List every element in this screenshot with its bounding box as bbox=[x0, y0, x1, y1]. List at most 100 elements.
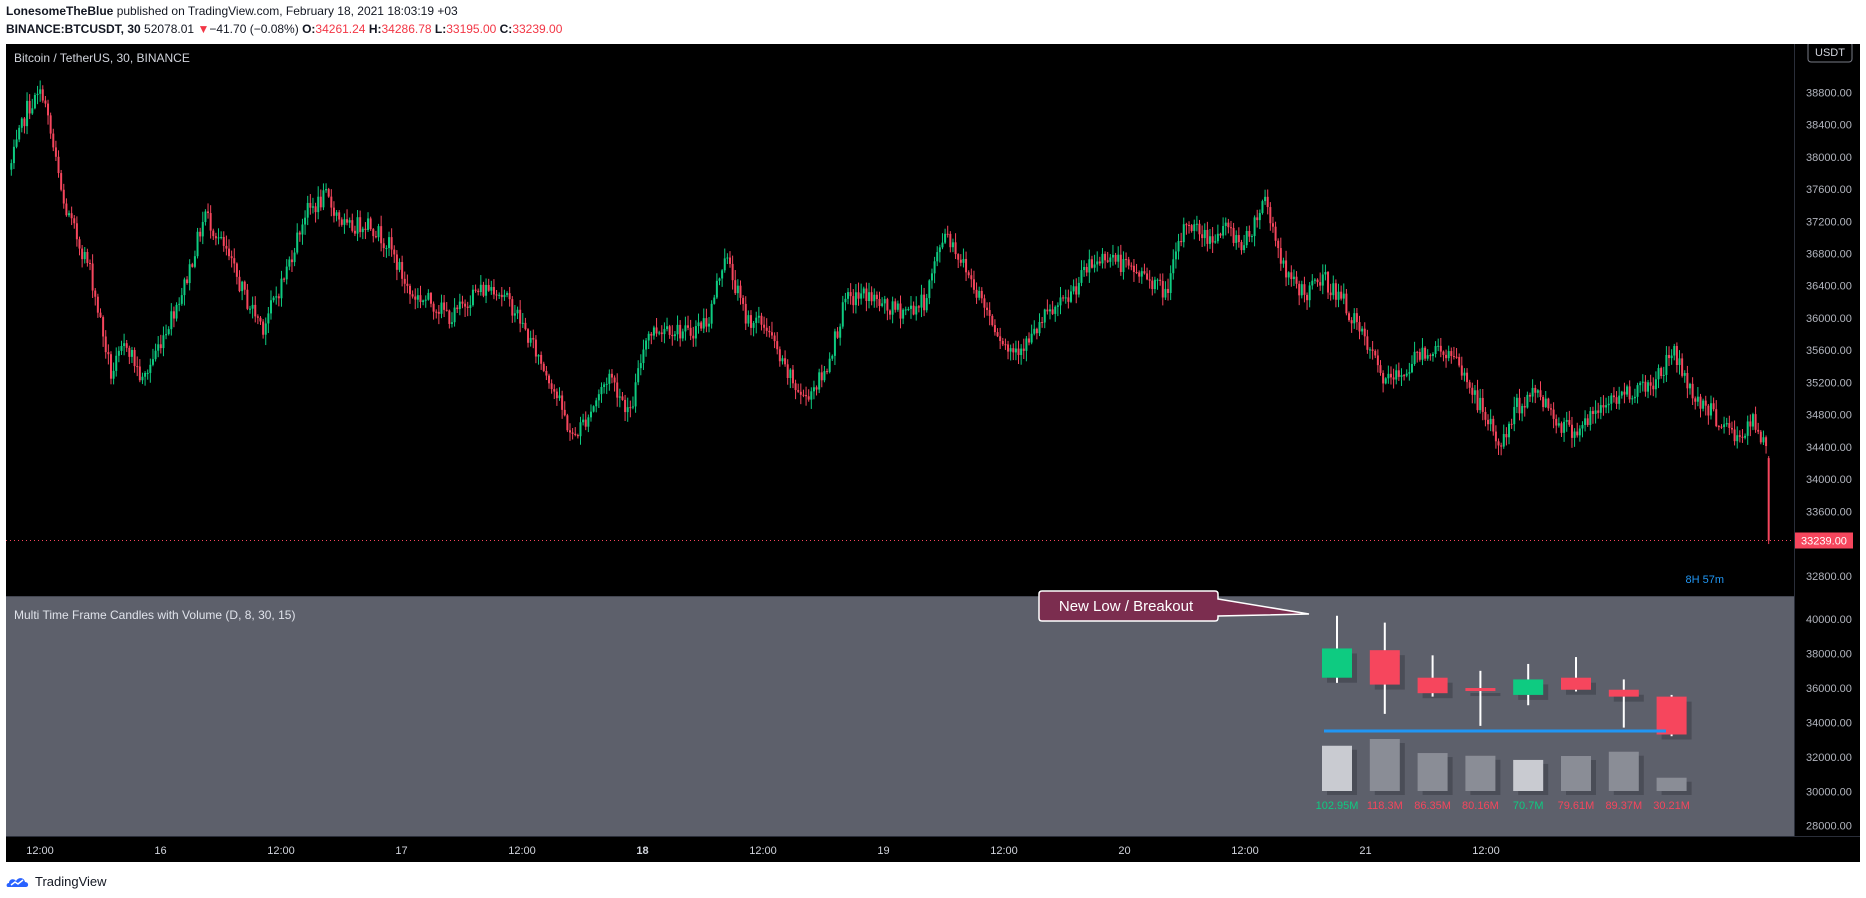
time-axis-bg[interactable] bbox=[6, 836, 1860, 862]
candle-body-up bbox=[1321, 274, 1324, 286]
candle-body-down bbox=[650, 333, 653, 336]
candle-body-up bbox=[1337, 291, 1340, 300]
candle-body-down bbox=[414, 296, 417, 300]
close-value: 33239.00 bbox=[512, 22, 563, 36]
annotation-shape[interactable] bbox=[1038, 590, 1310, 622]
candle-body-up bbox=[941, 242, 944, 248]
candle-body-up bbox=[1038, 322, 1041, 334]
candle-body-down bbox=[1277, 240, 1280, 249]
candle-body-up bbox=[962, 258, 965, 263]
candle-body-down bbox=[540, 354, 543, 364]
candle-body-down bbox=[1675, 346, 1678, 366]
candle-body-down bbox=[1350, 320, 1353, 324]
chart-frame[interactable]: 38800.00 38400.00 38000.00 37600.00 37200.00… bbox=[6, 44, 1860, 862]
candle-body-down bbox=[1468, 382, 1471, 388]
candle-body-down bbox=[705, 318, 708, 327]
candle-body-up bbox=[1332, 283, 1335, 296]
candle-body-up bbox=[1369, 349, 1371, 351]
candle-body-down bbox=[1062, 297, 1065, 299]
candle-body-down bbox=[776, 341, 779, 350]
candle-body-down bbox=[734, 280, 737, 294]
candle-body-up bbox=[589, 411, 592, 418]
price-tick-label: 34400.00 bbox=[1806, 442, 1852, 454]
mtf-candle-down bbox=[1369, 650, 1400, 685]
candle-body-down bbox=[870, 292, 873, 302]
publisher-name[interactable]: LonesomeTheBlue bbox=[6, 4, 114, 18]
candle-body-up bbox=[529, 337, 532, 343]
candle-body-down bbox=[1628, 386, 1631, 400]
candle-body-down bbox=[1125, 259, 1128, 261]
candle-body-down bbox=[1494, 431, 1497, 442]
price-tick-label: 35600.00 bbox=[1806, 345, 1852, 357]
candle-body-down bbox=[437, 311, 440, 314]
chart-canvas[interactable]: 38800.00 38400.00 38000.00 37600.00 37200.00… bbox=[6, 44, 1860, 862]
currency-label[interactable]: USDT bbox=[1815, 47, 1845, 59]
price-tick-label: 38000.00 bbox=[1806, 152, 1852, 164]
candle-body-down bbox=[954, 242, 957, 255]
candle-body-down bbox=[991, 315, 994, 326]
candle-body-down bbox=[235, 263, 238, 277]
candle-body-up bbox=[1209, 236, 1211, 244]
candle-body-down bbox=[1455, 356, 1458, 358]
candle-body-up bbox=[178, 303, 181, 305]
footer-logo[interactable]: TradingView bbox=[6, 874, 107, 889]
candle-body-up bbox=[10, 163, 13, 170]
candle-body-down bbox=[1576, 431, 1579, 436]
timer-label: 8H 57m bbox=[1685, 574, 1724, 586]
candle-body-up bbox=[723, 258, 726, 271]
candle-body-down bbox=[629, 407, 632, 409]
candle-body-down bbox=[1492, 418, 1495, 432]
candle-body-up bbox=[933, 261, 936, 274]
candle-body-down bbox=[1159, 279, 1162, 281]
candle-body-up bbox=[907, 308, 910, 310]
candle-body-up bbox=[1096, 261, 1099, 265]
candle-body-down bbox=[1686, 373, 1689, 389]
candle-body-up bbox=[1746, 421, 1749, 436]
indicator-pane-bg[interactable] bbox=[6, 597, 1794, 836]
candle-body-up bbox=[1258, 213, 1261, 221]
candle-body-down bbox=[1518, 397, 1521, 414]
candle-body-down bbox=[1143, 271, 1146, 274]
candle-body-down bbox=[1306, 294, 1309, 301]
candle-body-down bbox=[1271, 223, 1274, 227]
candle-body-up bbox=[1224, 222, 1227, 226]
main-candles bbox=[10, 80, 1770, 545]
candle-body-down bbox=[209, 213, 212, 231]
candle-body-down bbox=[786, 364, 789, 378]
candle-body-up bbox=[1508, 423, 1511, 438]
candle-body-down bbox=[687, 325, 690, 328]
candle-body-down bbox=[763, 324, 766, 328]
candle-body-down bbox=[1418, 352, 1421, 360]
candle-body-down bbox=[1007, 344, 1010, 352]
candle-body-up bbox=[1473, 390, 1476, 395]
candle-body-down bbox=[1392, 377, 1395, 380]
price-tick-label: 35200.00 bbox=[1806, 377, 1852, 389]
annotation-text[interactable]: New Low / Breakout bbox=[1059, 598, 1194, 615]
candle-body-down bbox=[1767, 458, 1770, 541]
candle-body-up bbox=[251, 304, 254, 309]
candle-body-down bbox=[256, 316, 259, 318]
candle-body-down bbox=[191, 264, 194, 267]
candle-body-down bbox=[983, 298, 986, 308]
candle-body-down bbox=[1555, 418, 1558, 426]
candle-body-up bbox=[1437, 345, 1440, 347]
candle-body-down bbox=[374, 236, 377, 238]
candle-body-down bbox=[75, 223, 78, 240]
candle-body-up bbox=[377, 226, 380, 238]
candle-body-up bbox=[162, 335, 165, 349]
candle-body-down bbox=[852, 296, 855, 306]
candle-body-down bbox=[1198, 223, 1201, 235]
volume-label: 118.3M bbox=[1367, 800, 1403, 812]
candle-body-up bbox=[1083, 266, 1086, 271]
annotation-callout[interactable]: New Low / Breakout bbox=[1038, 590, 1310, 622]
candle-body-down bbox=[1237, 235, 1240, 243]
candle-body-down bbox=[262, 321, 265, 335]
footer-brand[interactable]: TradingView bbox=[35, 874, 107, 889]
candle-body-up bbox=[416, 295, 419, 300]
currency-button-frame[interactable] bbox=[1807, 44, 1853, 63]
candle-body-down bbox=[60, 173, 63, 190]
price-axis-bg[interactable] bbox=[1794, 44, 1860, 836]
currency-button[interactable]: USDT bbox=[1807, 44, 1853, 63]
candle-body-up bbox=[1264, 196, 1267, 202]
indicator-tick-label: 36000.00 bbox=[1806, 683, 1852, 695]
